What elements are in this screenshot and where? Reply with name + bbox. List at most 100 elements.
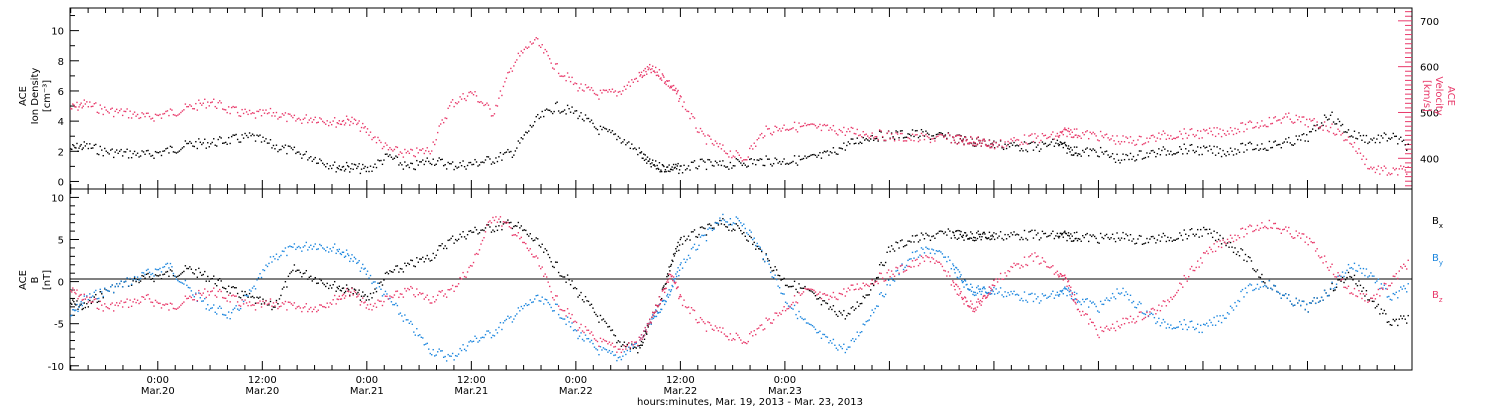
data-point: [204, 139, 205, 140]
data-point: [147, 269, 148, 270]
data-point: [673, 85, 674, 86]
data-point: [674, 90, 675, 91]
data-point: [218, 139, 219, 140]
data-point: [839, 311, 840, 312]
data-point: [718, 146, 719, 147]
data-point: [330, 302, 331, 303]
data-point: [662, 73, 663, 74]
data-point: [1346, 139, 1347, 140]
data-point: [1240, 123, 1241, 124]
data-point: [1034, 293, 1035, 294]
data-point: [453, 359, 454, 360]
data-point: [770, 133, 771, 134]
data-point: [357, 166, 358, 167]
data-point: [804, 123, 805, 124]
data-point: [748, 165, 749, 166]
data-point: [589, 341, 590, 342]
data-point: [1236, 239, 1237, 240]
data-point: [1003, 147, 1004, 148]
data-point: [1066, 240, 1067, 241]
data-point: [898, 137, 899, 138]
data-point: [497, 161, 498, 162]
data-point: [1142, 158, 1143, 159]
data-point: [449, 355, 450, 356]
data-point: [840, 312, 841, 313]
data-point: [663, 288, 664, 289]
data-point: [728, 168, 729, 169]
data-point: [1384, 166, 1385, 167]
data-point: [695, 319, 696, 320]
data-point: [1082, 235, 1083, 236]
data-point: [704, 162, 705, 163]
data-point: [134, 151, 135, 152]
data-point: [1042, 257, 1043, 258]
data-point: [431, 302, 432, 303]
data-point: [758, 248, 759, 249]
data-point: [800, 287, 801, 288]
data-point: [440, 245, 441, 246]
data-point: [888, 131, 889, 132]
data-point: [366, 171, 367, 172]
data-point: [989, 292, 990, 293]
data-point: [546, 299, 547, 300]
data-point: [583, 340, 584, 341]
data-point: [262, 109, 263, 110]
data-point: [1085, 313, 1086, 314]
data-point: [562, 310, 563, 311]
data-point: [672, 286, 673, 287]
data-point: [327, 283, 328, 284]
data-point: [238, 115, 239, 116]
data-point: [1222, 130, 1223, 131]
data-point: [1107, 328, 1108, 329]
data-point: [1018, 234, 1019, 235]
data-point: [1354, 275, 1355, 276]
data-point: [1393, 167, 1394, 168]
data-point: [827, 124, 828, 125]
data-point: [636, 149, 637, 150]
data-point: [183, 283, 184, 284]
data-point: [1203, 227, 1204, 228]
data-point: [530, 248, 531, 249]
data-point: [866, 138, 867, 139]
data-point: [928, 257, 929, 258]
data-point: [836, 133, 837, 134]
data-point: [997, 146, 998, 147]
data-point: [777, 315, 778, 316]
data-point: [401, 164, 402, 165]
data-point: [588, 338, 589, 339]
data-point: [794, 305, 795, 306]
data-point: [449, 163, 450, 164]
data-point: [1212, 134, 1213, 135]
data-point: [980, 239, 981, 240]
data-point: [760, 248, 761, 249]
data-point: [1012, 293, 1013, 294]
data-point: [1181, 149, 1182, 150]
data-point: [739, 161, 740, 162]
data-point: [374, 163, 375, 164]
data-point: [1100, 131, 1101, 132]
data-point: [885, 280, 886, 281]
data-point: [904, 137, 905, 138]
data-point: [173, 308, 174, 309]
data-point: [1067, 289, 1068, 290]
data-point: [424, 164, 425, 165]
data-point: [692, 309, 693, 310]
data-point: [1348, 264, 1349, 265]
data-point: [751, 145, 752, 146]
data-point: [1025, 238, 1026, 239]
data-point: [725, 221, 726, 222]
data-point: [483, 237, 484, 238]
data-point: [819, 124, 820, 125]
data-point: [567, 274, 568, 275]
data-point: [1203, 324, 1204, 325]
data-point: [237, 301, 238, 302]
data-point: [866, 284, 867, 285]
data-point: [377, 137, 378, 138]
data-point: [438, 125, 439, 126]
data-point: [267, 304, 268, 305]
data-point: [203, 274, 204, 275]
data-point: [344, 124, 345, 125]
data-point: [1354, 142, 1355, 143]
data-point: [137, 276, 138, 277]
data-point: [1145, 314, 1146, 315]
